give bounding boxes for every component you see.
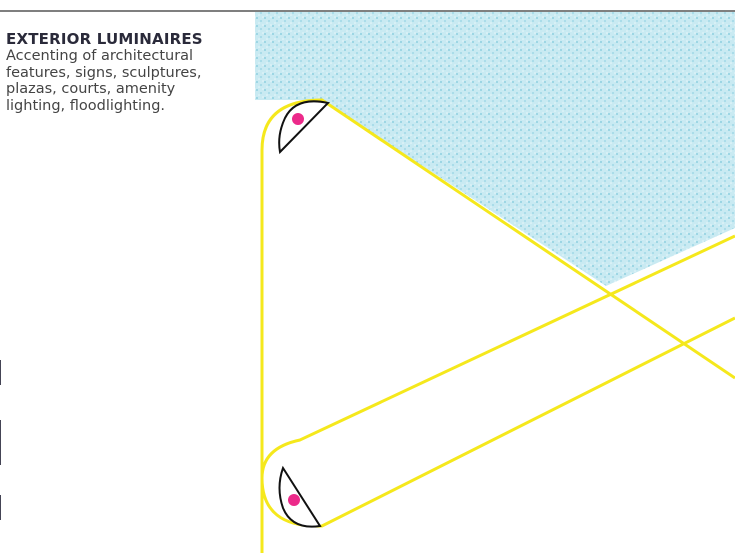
body-line: features, signs, sculptures,	[6, 64, 202, 81]
luminaire-housing	[278, 100, 330, 155]
lamp	[292, 113, 304, 125]
caption: EXTERIOR LUMINAIRES Accenting of archite…	[6, 30, 203, 114]
heading: EXTERIOR LUMINAIRES	[6, 30, 203, 48]
body-line: lighting, floodlighting.	[6, 97, 166, 114]
luminaire-bottom	[278, 465, 322, 528]
body-line: Accenting of architectural	[6, 48, 194, 64]
upper-beam	[260, 98, 735, 553]
luminaire-top	[278, 100, 330, 155]
lamp	[288, 494, 300, 506]
body-line: plazas, courts, amenity	[6, 81, 176, 97]
lower-beam-top	[260, 234, 735, 553]
lit-area	[255, 12, 735, 286]
lower-beam-bottom	[260, 316, 735, 528]
luminaire-housing	[278, 465, 322, 528]
